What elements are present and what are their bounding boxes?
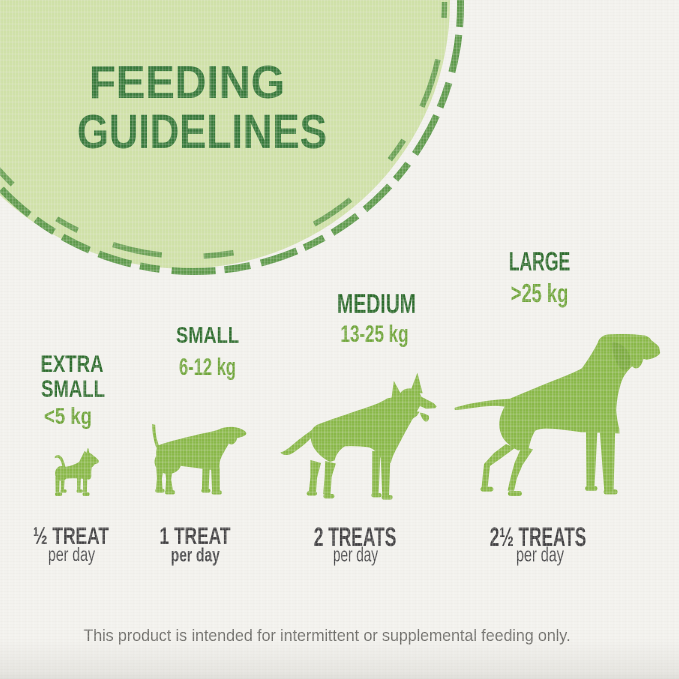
svg-text:EXTRA: EXTRA	[41, 351, 104, 378]
svg-text:per day: per day	[48, 545, 95, 566]
svg-text:2 TREATS: 2 TREATS	[314, 522, 397, 552]
svg-text:per day: per day	[171, 546, 220, 567]
svg-text:GUIDELINES: GUIDELINES	[77, 106, 327, 159]
svg-text:6-12 kg: 6-12 kg	[179, 354, 236, 381]
svg-text:SMALL: SMALL	[176, 322, 239, 348]
svg-text:½ TREAT: ½ TREAT	[33, 523, 109, 550]
svg-text:per day: per day	[516, 545, 564, 567]
svg-text:LARGE: LARGE	[509, 247, 571, 277]
svg-text:<5 kg: <5 kg	[44, 403, 92, 429]
svg-text:This product is intended for i: This product is intended for intermitten…	[84, 626, 571, 645]
svg-text:MEDIUM: MEDIUM	[337, 288, 416, 319]
svg-text:13-25 kg: 13-25 kg	[341, 321, 409, 348]
svg-text:SMALL: SMALL	[41, 376, 105, 403]
svg-text:>25 kg: >25 kg	[511, 278, 569, 308]
svg-text:1 TREAT: 1 TREAT	[160, 523, 231, 550]
svg-text:2½ TREATS: 2½ TREATS	[490, 522, 587, 552]
svg-text:FEEDING: FEEDING	[89, 56, 285, 108]
svg-text:per day: per day	[333, 545, 378, 567]
